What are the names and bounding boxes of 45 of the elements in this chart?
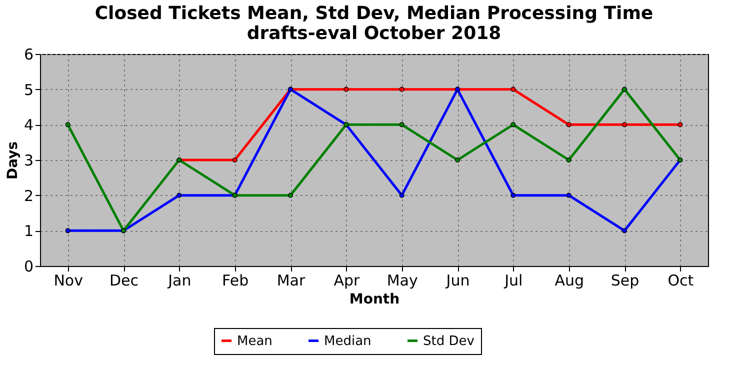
point — [678, 122, 683, 128]
point — [65, 228, 70, 234]
y-tick-label: 6 — [24, 46, 34, 64]
x-tick-label: Dec — [109, 272, 139, 290]
point — [344, 86, 349, 92]
point — [622, 122, 628, 128]
y-tick-label: 0 — [24, 258, 34, 276]
point — [399, 122, 404, 128]
point — [622, 228, 628, 234]
point — [510, 122, 516, 128]
legend-label: Median — [324, 334, 372, 349]
point — [566, 122, 572, 128]
x-tick-label: Aug — [554, 272, 584, 290]
x-tick-label: May — [386, 272, 418, 290]
x-tick-label: Feb — [222, 272, 249, 290]
point — [399, 86, 404, 92]
point — [454, 157, 460, 163]
point — [510, 86, 516, 92]
point — [232, 157, 238, 163]
legend-label: Std Dev — [423, 334, 475, 349]
x-tick-label: Jun — [445, 272, 470, 290]
point — [510, 192, 516, 198]
point — [622, 86, 628, 92]
x-tick-label: Sep — [610, 272, 640, 290]
chart-title: Closed Tickets Mean, Std Dev, Median Processing Time drafts-eval October 2018 — [94, 3, 654, 44]
x-tick-label: Nov — [54, 272, 84, 290]
legend-label: Mean — [237, 334, 272, 349]
y-tick-label: 4 — [24, 116, 34, 134]
y-tick-label: 3 — [24, 152, 34, 170]
y-tick-label: 1 — [24, 222, 34, 240]
point — [288, 192, 294, 198]
point — [65, 122, 70, 128]
point — [566, 157, 572, 163]
y-axis-title: Days — [4, 141, 21, 180]
point — [566, 192, 572, 198]
x-axis-title: Month — [349, 292, 400, 308]
x-tick-label: Apr — [334, 272, 360, 290]
point — [399, 192, 404, 198]
x-tick-label: Jul — [504, 272, 523, 290]
y-tick-label: 2 — [24, 186, 34, 205]
x-tick-label: Mar — [276, 272, 306, 290]
x-tick-label: Oct — [668, 272, 694, 290]
y-tick-label: 5 — [24, 80, 34, 99]
point — [176, 192, 182, 198]
x-tick-label: Jan — [167, 272, 192, 290]
